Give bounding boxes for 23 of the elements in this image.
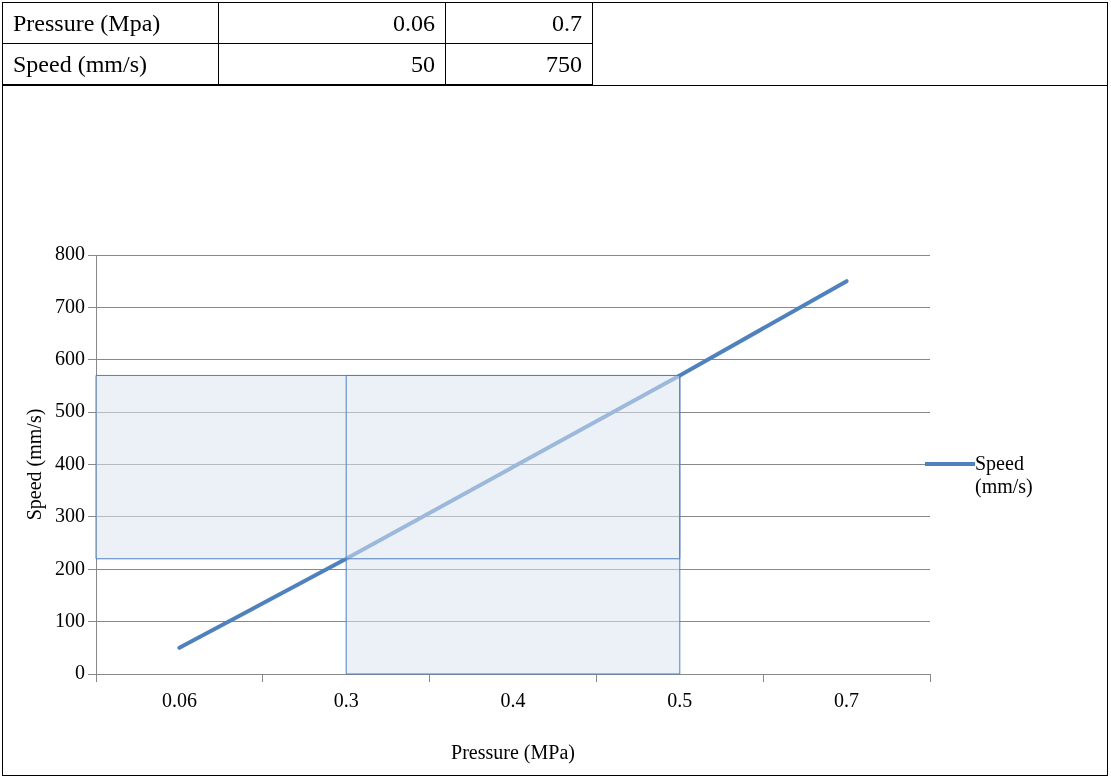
x-tick-label: 0.3 bbox=[333, 689, 359, 712]
y-axis-title: Speed (mm/s) bbox=[23, 408, 47, 521]
y-tick-label: 800 bbox=[55, 242, 85, 265]
x-tick-label: 0.7 bbox=[834, 689, 860, 712]
legend-label: Speed (mm/s) bbox=[975, 452, 1034, 498]
y-tick-label: 500 bbox=[55, 399, 85, 422]
x-tick-label: 0.5 bbox=[667, 689, 693, 712]
text: 0.7 bbox=[445, 2, 593, 44]
x-axis-title: Pressure (MPa) bbox=[451, 741, 575, 765]
y-tick-label: 200 bbox=[55, 556, 85, 579]
y-tick-label: 700 bbox=[55, 294, 85, 317]
y-tick-label: 100 bbox=[55, 608, 85, 631]
y-tick-label: 600 bbox=[55, 347, 85, 369]
text: 50 bbox=[218, 43, 446, 85]
y-tick-label: 300 bbox=[55, 504, 85, 527]
text: Speed (mm/s) bbox=[2, 43, 219, 85]
y-tick-label: 400 bbox=[55, 451, 85, 474]
text: 750 bbox=[445, 43, 593, 85]
x-tick-label: 0.06 bbox=[161, 689, 197, 712]
y-tick-label: 0 bbox=[75, 661, 85, 684]
x-tick-label: 0.4 bbox=[500, 689, 526, 712]
text: 0.06 bbox=[218, 2, 446, 44]
text: Pressure (Mpa) bbox=[2, 2, 219, 44]
